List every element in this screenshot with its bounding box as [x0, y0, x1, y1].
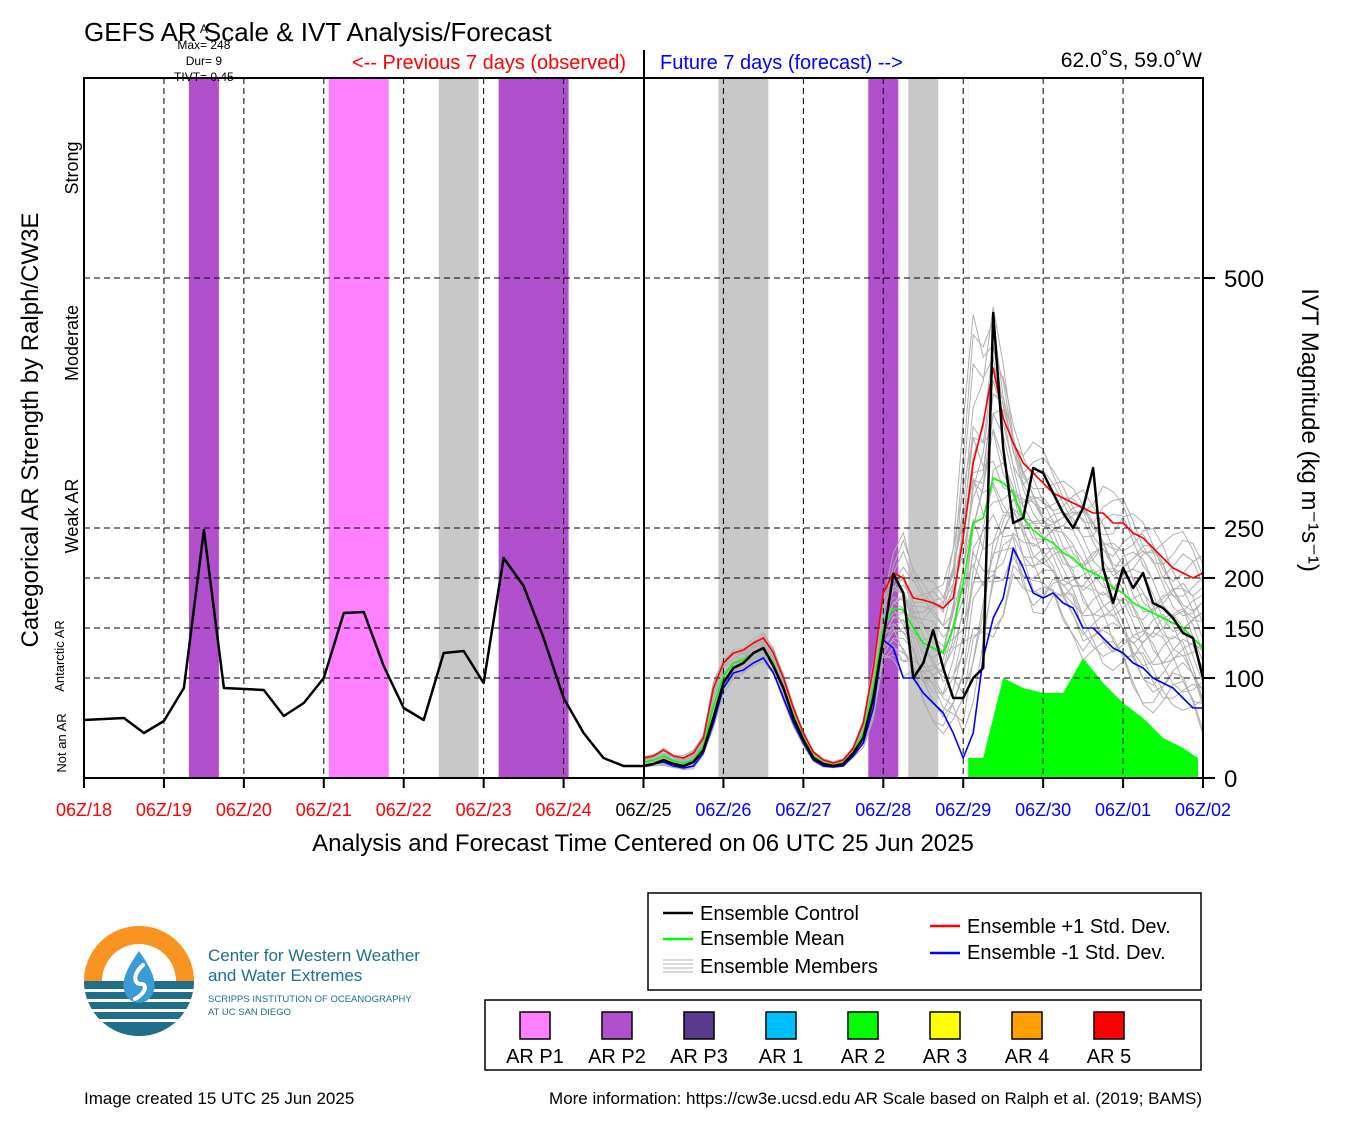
- legend-plus-label: Ensemble +1 Std. Dev.: [967, 916, 1171, 938]
- x-tick-label-06Z/25: 06Z/25: [615, 800, 671, 820]
- scale-label-4: AR 2: [841, 1046, 885, 1068]
- scale-label-7: AR 5: [1087, 1046, 1131, 1068]
- ar-event-bands: [188, 78, 1199, 778]
- ensemble-member-19: [643, 425, 1204, 765]
- logo-line4: AT UC SAN DIEGO: [208, 1007, 291, 1018]
- category-weak: Weak AR: [62, 479, 82, 554]
- scale-swatch-4: [847, 1011, 879, 1040]
- x-tick-label-06Z/30: 06Z/30: [1015, 800, 1071, 820]
- ar-scale-legend: AR P1 AR P2 AR P3 AR 1 AR 2 AR 3 AR 4 AR 5: [484, 999, 1202, 1071]
- right-axis-title: IVT Magnitude (kg m⁻¹s⁻¹): [1296, 288, 1323, 572]
- legend-minus-label: Ensemble -1 Std. Dev.: [967, 942, 1166, 964]
- ensemble-member-26: [643, 366, 1204, 765]
- scale-label-0: AR P1: [506, 1046, 564, 1068]
- ensemble-member-28: [643, 320, 1204, 763]
- event-a-line-0: A: [200, 22, 208, 36]
- scale-label-5: AR 3: [923, 1046, 967, 1068]
- y-tick-label-200: 200: [1224, 566, 1264, 593]
- x-tick-label-06Z/28: 06Z/28: [855, 800, 911, 820]
- ar-event-band-c: [498, 78, 569, 778]
- ensemble-legend: Ensemble Control Ensemble Mean Ensemble …: [647, 892, 1202, 991]
- y-tick-label-500: 500: [1224, 266, 1264, 293]
- category-moderate: Moderate: [62, 305, 82, 381]
- x-tick-label-06Z/29: 06Z/29: [935, 800, 991, 820]
- ar-scale-items: AR P1 AR P2 AR P3 AR 1 AR 2 AR 3 AR 4 AR 5: [506, 1011, 1131, 1068]
- left-axis-title: Categorical AR Strength by Ralph/CW3E: [17, 213, 44, 648]
- x-tick-label-06Z/22: 06Z/22: [376, 800, 432, 820]
- x-tick-label-06Z/01: 06Z/01: [1095, 800, 1151, 820]
- ensemble-legend-box: [647, 892, 1202, 991]
- series-ensemble-control: [83, 311, 1205, 768]
- x-tick-label-06Z/24: 06Z/24: [536, 800, 592, 820]
- cw3e-logo: Center for Western Weather and Water Ext…: [84, 926, 420, 1036]
- series-ensemble-1-std-dev-: [643, 547, 1203, 769]
- x-axis-title: Analysis and Forecast Time Centered on 0…: [312, 830, 974, 857]
- ar-event-band-a: [188, 78, 219, 778]
- ensemble-member-0: [643, 572, 1204, 769]
- logo-line3: SCRIPPS INSTITUTION OF OCEANOGRAPHY: [208, 994, 412, 1005]
- created-label: Image created 15 UTC 25 Jun 2025: [84, 1089, 354, 1108]
- x-tick-label-06Z/20: 06Z/20: [216, 800, 272, 820]
- scale-swatch-3: [765, 1011, 797, 1040]
- future-label: Future 7 days (forecast) -->: [660, 52, 903, 74]
- x-axis-ticks: 06Z/18 06Z/19 06Z/20 06Z/21 06Z/22 06Z/23 06Z/…: [56, 778, 1231, 820]
- legend-control-label: Ensemble Control: [700, 903, 859, 925]
- ar-event-band-b: [328, 78, 389, 778]
- ensemble-member-1: [643, 564, 1204, 768]
- scale-swatch-1: [601, 1011, 633, 1040]
- ensemble-member-25: [643, 356, 1204, 764]
- logo-line1: Center for Western Weather: [208, 946, 420, 965]
- legend-members-swatch: [663, 959, 693, 973]
- x-tick-label-06Z/26: 06Z/26: [695, 800, 751, 820]
- legend-mean-label: Ensemble Mean: [700, 928, 845, 950]
- x-tick-label-06Z/21: 06Z/21: [296, 800, 352, 820]
- scale-label-2: AR P3: [670, 1046, 728, 1068]
- series-lines: [83, 311, 1205, 769]
- chart-title: GEFS AR Scale & IVT Analysis/Forecast: [84, 17, 552, 47]
- gray-band-0: [438, 78, 479, 778]
- scale-swatch-7: [1093, 1011, 1125, 1040]
- water-drop-icon: [123, 951, 155, 1003]
- series-ensemble-1-std-dev-: [643, 367, 1204, 764]
- gridlines: [84, 78, 1203, 778]
- category-not-ar: Not an AR: [54, 713, 69, 772]
- scale-swatch-2: [683, 1011, 715, 1040]
- y-tick-label-150: 150: [1224, 616, 1264, 643]
- scale-swatch-5: [929, 1011, 961, 1040]
- y-tick-label-0: 0: [1224, 766, 1237, 793]
- previous-label: <-- Previous 7 days (observed): [352, 52, 626, 74]
- scale-label-6: AR 4: [1005, 1046, 1049, 1068]
- y-tick-label-100: 100: [1224, 666, 1264, 693]
- location-label: 62.0˚S, 59.0˚W: [1061, 49, 1202, 72]
- y-tick-label-250: 250: [1224, 516, 1264, 543]
- category-antarctic: Antarctic AR: [52, 620, 67, 692]
- more-info-label: More information: https://cw3e.ucsd.edu …: [549, 1089, 1202, 1108]
- ensemble-member-12: [643, 507, 1204, 766]
- scale-swatch-0: [519, 1011, 551, 1040]
- scale-swatch-6: [1011, 1011, 1043, 1040]
- y-axis-ticks: 0 100 150 200 250 500: [1203, 266, 1264, 793]
- category-strong: Strong: [62, 141, 82, 194]
- scale-label-1: AR P2: [588, 1046, 646, 1068]
- ensemble-member-4: [643, 555, 1204, 768]
- event-a-line-2: Dur= 9: [186, 54, 223, 68]
- x-tick-label-06Z/23: 06Z/23: [456, 800, 512, 820]
- logo-line2: and Water Extremes: [208, 966, 362, 985]
- legend-members-label: Ensemble Members: [700, 956, 878, 978]
- scale-label-3: AR 1: [759, 1046, 803, 1068]
- swirl-icon: [133, 963, 147, 1001]
- series-ensemble-mean: [643, 477, 1204, 766]
- event-a-line-1: Max= 248: [177, 38, 230, 52]
- x-tick-label-06Z/27: 06Z/27: [775, 800, 831, 820]
- x-tick-label-06Z/02: 06Z/02: [1175, 800, 1231, 820]
- ensemble-member-24: [643, 346, 1204, 765]
- ensemble-member-9: [643, 513, 1204, 767]
- x-tick-label-06Z/18: 06Z/18: [56, 800, 112, 820]
- x-tick-label-06Z/19: 06Z/19: [136, 800, 192, 820]
